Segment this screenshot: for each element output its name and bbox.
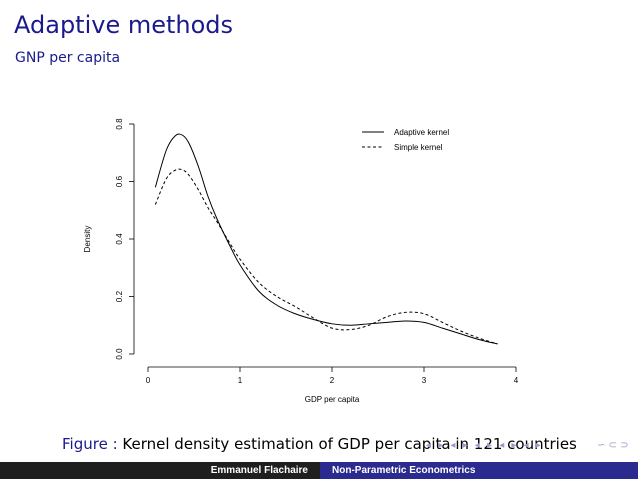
x-tick-label: 1 xyxy=(238,376,243,385)
x-tick-label: 0 xyxy=(146,376,151,385)
figure-caption: Figure : Kernel density estimation of GD… xyxy=(62,435,577,453)
legend-entry: Simple kernel xyxy=(394,143,443,152)
x-tick-label: 3 xyxy=(422,376,427,385)
x-axis-label: GDP per capita xyxy=(305,395,360,404)
y-tick-label: 0.4 xyxy=(115,233,124,245)
series-line-simple-kernel xyxy=(154,168,498,345)
legend-entry: Adaptive kernel xyxy=(394,128,449,137)
y-tick-label: 0.0 xyxy=(115,348,124,360)
beamer-navigation-icons[interactable]: ◂ ▸ ◂ ▸ ◂ ▸ ◂ ▸ ◂ ▸ xyxy=(426,440,543,451)
figure-caption-text: Kernel density estimation of GDP per cap… xyxy=(122,435,577,453)
y-tick-label: 0.6 xyxy=(115,175,124,187)
x-tick-label: 4 xyxy=(514,376,519,385)
beamer-search-icon[interactable]: ∽ ⊂ ⊃ xyxy=(597,440,629,451)
series-line-adaptive-kernel xyxy=(154,133,498,345)
slide-subtitle: GNP per capita xyxy=(15,50,121,66)
footer-author: Emmanuel Flachaire xyxy=(0,462,320,479)
x-tick-label: 2 xyxy=(330,376,335,385)
y-axis-label: Density xyxy=(83,226,92,253)
y-tick-label: 0.2 xyxy=(115,290,124,302)
footer-title: Non-Parametric Econometrics xyxy=(320,462,638,479)
density-chart: 0 1 2 3 4 0.0 0.2 0.4 0.6 0.8 GDP per capita Densit… xyxy=(83,118,519,404)
figure-label: Figure : xyxy=(62,435,118,453)
slide-footer: Emmanuel Flachaire Non-Parametric Econom… xyxy=(0,462,638,479)
slide-title: Adaptive methods xyxy=(14,11,234,39)
y-tick-label: 0.8 xyxy=(115,118,124,130)
